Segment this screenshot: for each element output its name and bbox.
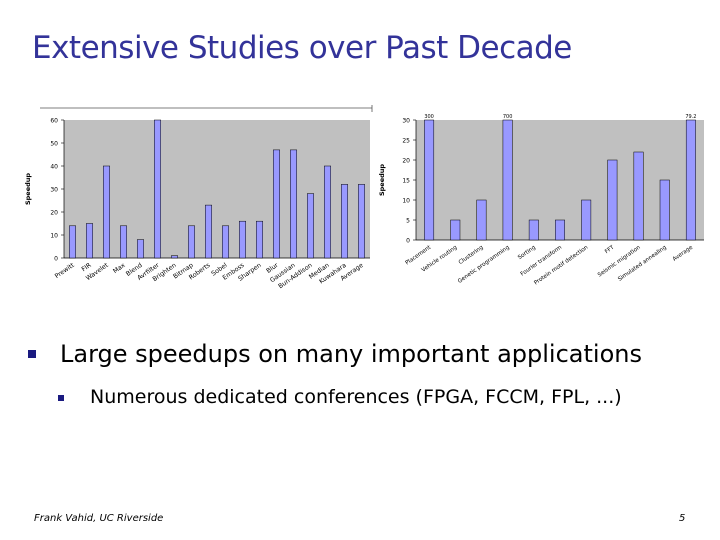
bar-blur — [273, 149, 280, 259]
x-tick-label: Sorting — [517, 244, 537, 261]
slide-title: Extensive Studies over Past Decade — [32, 30, 572, 66]
bar-protein-motif-detection — [581, 199, 592, 241]
bar-sobel — [222, 225, 229, 259]
x-tick-label: Average — [672, 244, 695, 262]
bar-kuwahara — [341, 184, 348, 259]
page-number: 5 — [679, 513, 686, 524]
y-tick-label: 10 — [402, 198, 410, 205]
y-tick-label: 60 — [50, 118, 58, 125]
bar-blend — [137, 239, 144, 259]
y-axis-label: Speedup — [378, 164, 386, 196]
y-tick-label: 20 — [402, 158, 410, 165]
y-tick-label: 0 — [406, 238, 410, 245]
y-axis-label: Speedup — [24, 173, 32, 205]
y-tick-label: 25 — [402, 138, 410, 145]
bar-seismic-migration — [633, 151, 644, 241]
bar-simulated-annealing — [659, 179, 670, 241]
footer-author: Frank Vahid, UC Riverside — [34, 513, 164, 524]
y-tick-label: 5 — [406, 218, 410, 225]
bar-emboss — [239, 220, 246, 259]
x-tick-label: FFT — [604, 244, 616, 255]
x-tick-label: Genetic programming — [457, 244, 511, 284]
y-tick-label: 0 — [54, 256, 58, 263]
bar-genetic-programming — [502, 119, 513, 241]
x-tick-label: Simulated annealing — [617, 244, 668, 282]
bar-wavelet — [103, 165, 110, 259]
y-tick-label: 10 — [50, 233, 58, 240]
bar-bitmap — [188, 225, 195, 259]
x-tick-label: Prewitt — [54, 262, 76, 281]
y-tick-label: 50 — [50, 141, 58, 148]
bar-value-label: 79.2 — [685, 114, 696, 120]
bar-value-label: 700 — [503, 114, 513, 120]
bar-vehicle-routing — [450, 219, 461, 241]
bar-max — [120, 225, 127, 259]
bullet-sub-text: Numerous dedicated conferences (FPGA, FC… — [90, 386, 622, 408]
bar-placement — [424, 119, 435, 241]
x-tick-label: FIR — [81, 262, 94, 274]
bar-clustering — [476, 199, 487, 241]
plot-area — [64, 120, 370, 258]
bar-average — [685, 119, 696, 241]
bar-fir — [86, 223, 93, 259]
bar-fourier-transform — [555, 219, 565, 241]
bar-bun-addison — [307, 193, 314, 259]
bar-brighten — [171, 255, 178, 259]
bar-sharpen — [256, 220, 263, 259]
bar-fft — [607, 159, 618, 241]
y-tick-label: 30 — [50, 187, 58, 194]
bar-average — [358, 184, 365, 259]
bar-roberts — [205, 204, 212, 259]
y-tick-label: 15 — [402, 178, 410, 185]
y-tick-label: 40 — [50, 164, 58, 171]
bar-value-label: 300 — [424, 114, 434, 120]
bar-sorting — [528, 219, 539, 241]
bar-prewitt — [69, 225, 76, 259]
square-bullet-icon — [58, 395, 64, 401]
y-tick-label: 20 — [50, 210, 58, 217]
bar-median — [324, 165, 331, 259]
bullet-main-text: Large speedups on many important applica… — [60, 340, 642, 368]
y-tick-label: 30 — [402, 118, 410, 125]
bar-gaussian — [290, 149, 297, 259]
square-bullet-icon — [28, 350, 36, 358]
bar-avrfilter — [154, 119, 161, 259]
